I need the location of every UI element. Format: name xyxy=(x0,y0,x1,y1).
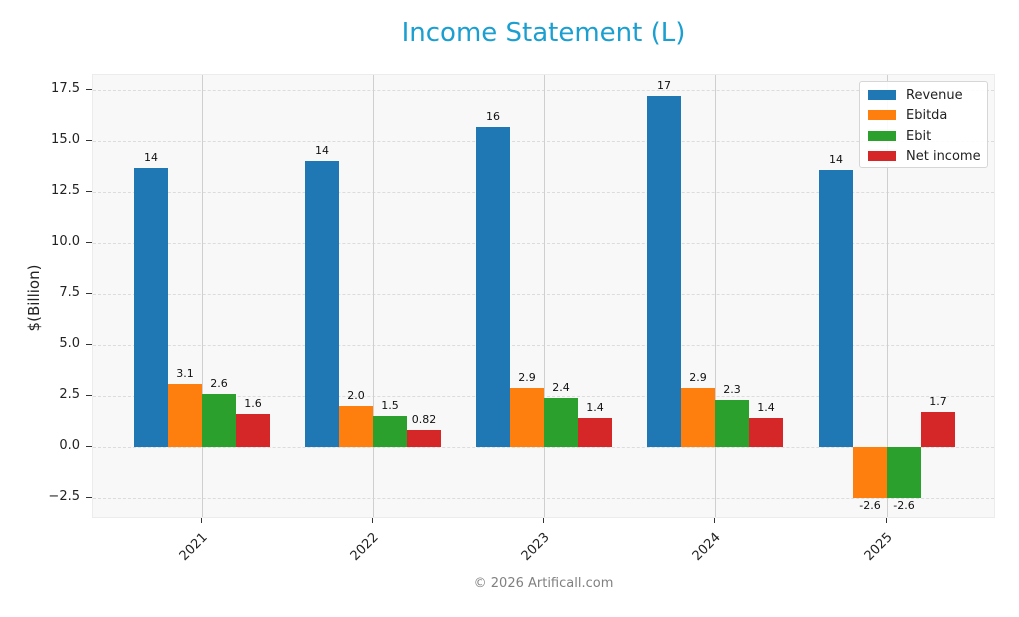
chart-title: Income Statement (L) xyxy=(401,18,686,48)
y-tick-mark xyxy=(86,191,92,192)
x-tick-label: 2024 xyxy=(689,530,724,565)
bar-value-label: 1.6 xyxy=(244,397,262,411)
y-tick-label: 12.5 xyxy=(51,183,80,198)
y-tick-mark xyxy=(86,344,92,345)
net-income-bar-2024 xyxy=(749,418,783,447)
ebitda-bar-2022 xyxy=(339,406,373,447)
y-tick-mark xyxy=(86,446,92,447)
bar-value-label: 2.4 xyxy=(552,381,570,395)
y-tick-mark xyxy=(86,395,92,396)
legend-label: Revenue xyxy=(906,87,963,103)
y-tick-label: 15.0 xyxy=(51,132,80,147)
ebit-swatch-icon xyxy=(868,131,896,141)
plot-area: 14 14 16 17 14 3.1 2.0 2.9 2.9 -2.6 2.6 1.5 2.4 2.3 -2… xyxy=(92,74,995,518)
bar-value-label: 1.4 xyxy=(586,401,604,415)
revenue-bar-2022 xyxy=(305,161,339,447)
legend-item-ebitda: Ebitda xyxy=(868,107,948,123)
y-tick-label: 5.0 xyxy=(59,336,80,351)
x-tick-mark xyxy=(372,518,373,523)
x-tick-label: 2022 xyxy=(347,530,382,565)
horizontal-gridline xyxy=(93,243,994,244)
y-tick-label: 0.0 xyxy=(59,438,80,453)
net-income-bar-2022 xyxy=(407,430,441,447)
y-tick-mark xyxy=(86,89,92,90)
revenue-bar-2024 xyxy=(647,96,681,447)
bar-value-label: 0.82 xyxy=(411,413,437,427)
horizontal-gridline xyxy=(93,345,994,346)
bar-value-label: 2.6 xyxy=(210,376,228,390)
vertical-gridline xyxy=(373,75,374,517)
legend-label: Ebit xyxy=(906,128,932,144)
y-tick-label: 7.5 xyxy=(59,285,80,300)
x-tick-mark xyxy=(201,518,202,523)
ebitda-bar-2023 xyxy=(510,387,544,447)
horizontal-gridline xyxy=(93,498,994,499)
ebitda-bar-2024 xyxy=(681,387,715,447)
y-tick-mark xyxy=(86,242,92,243)
net-income-bar-2023 xyxy=(578,418,612,447)
vertical-gridline xyxy=(544,75,545,517)
revenue-bar-2023 xyxy=(476,126,510,447)
y-tick-label: 2.5 xyxy=(59,387,80,402)
revenue-bar-2021 xyxy=(134,167,168,447)
ebitda-swatch-icon xyxy=(868,110,896,120)
net-income-swatch-icon xyxy=(868,151,896,161)
ebit-bar-2021 xyxy=(202,393,236,447)
legend-item-ebit: Ebit xyxy=(868,128,932,144)
bar-value-label: 1.7 xyxy=(929,395,947,409)
x-tick-mark xyxy=(886,518,887,523)
y-tick-label: −2.5 xyxy=(48,489,80,504)
net-income-bar-2025 xyxy=(921,412,955,447)
y-tick-label: 10.0 xyxy=(51,234,80,249)
bar-value-label: 3.1 xyxy=(176,366,194,380)
bar-value-label: 14 xyxy=(829,152,843,166)
horizontal-gridline xyxy=(93,447,994,448)
bar-value-label: -2.6 xyxy=(859,499,881,513)
net-income-bar-2021 xyxy=(236,414,270,447)
bar-value-label: 16 xyxy=(486,109,500,123)
legend-item-revenue: Revenue xyxy=(868,87,963,103)
ebitda-bar-2021 xyxy=(168,383,202,447)
bar-value-label: 17 xyxy=(657,79,671,93)
x-tick-label: 2023 xyxy=(518,530,553,565)
x-tick-label: 2021 xyxy=(176,530,211,565)
ebit-bar-2023 xyxy=(544,398,578,447)
horizontal-gridline xyxy=(93,90,994,91)
y-tick-mark xyxy=(86,497,92,498)
horizontal-gridline xyxy=(93,141,994,142)
bar-value-label: 1.4 xyxy=(757,401,775,415)
vertical-gridline xyxy=(202,75,203,517)
revenue-bar-2025 xyxy=(819,169,853,447)
horizontal-gridline xyxy=(93,294,994,295)
vertical-gridline xyxy=(715,75,716,517)
bar-value-label: 2.9 xyxy=(689,370,707,384)
y-tick-mark xyxy=(86,140,92,141)
x-tick-mark xyxy=(543,518,544,523)
bar-value-label: 1.5 xyxy=(381,399,399,413)
legend-label: Ebitda xyxy=(906,107,948,123)
x-tick-label: 2025 xyxy=(861,530,896,565)
copyright-footer: © 2026 Artificall.com xyxy=(473,576,614,591)
bar-value-label: 2.9 xyxy=(518,370,536,384)
revenue-swatch-icon xyxy=(868,90,896,100)
bar-value-label: 14 xyxy=(144,150,158,164)
ebit-bar-2022 xyxy=(373,416,407,447)
bar-value-label: -2.6 xyxy=(893,499,915,513)
bar-value-label: 2.3 xyxy=(723,383,741,397)
x-tick-mark xyxy=(714,518,715,523)
legend: Revenue Ebitda Ebit Net income xyxy=(859,81,988,168)
legend-item-net-income: Net income xyxy=(868,148,981,164)
bar-value-label: 2.0 xyxy=(347,389,365,403)
ebit-bar-2024 xyxy=(715,400,749,447)
y-tick-mark xyxy=(86,293,92,294)
legend-label: Net income xyxy=(906,148,981,164)
y-tick-label: 17.5 xyxy=(51,81,80,96)
vertical-gridline xyxy=(887,75,888,517)
horizontal-gridline xyxy=(93,192,994,193)
ebitda-bar-2025 xyxy=(853,447,887,499)
bar-value-label: 14 xyxy=(315,144,329,158)
ebit-bar-2025 xyxy=(887,447,921,499)
